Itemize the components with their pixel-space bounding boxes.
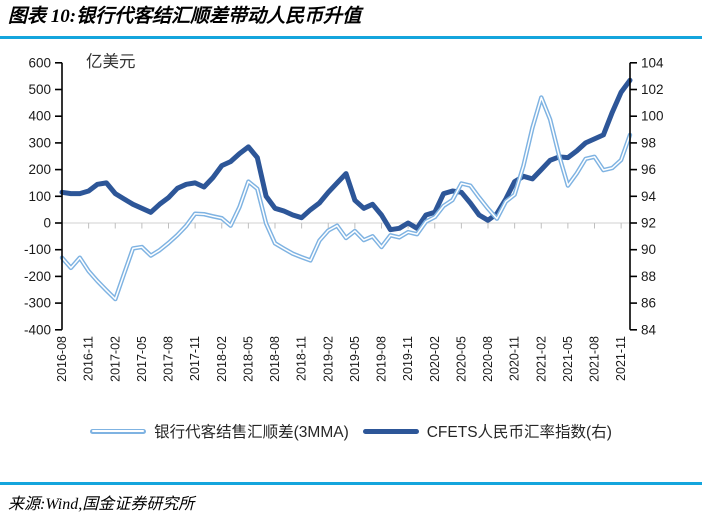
right-axis-tick-label: 98 (641, 135, 656, 150)
legend-label-surplus: 银行代客结售汇顺差(3MMA) (154, 424, 349, 441)
left-axis-tick-label: -100 (24, 242, 51, 257)
x-axis-tick-label: 2019-08 (375, 336, 389, 382)
x-axis-tick-label: 2016-08 (55, 336, 69, 382)
right-axis-tick-label: 104 (641, 55, 664, 70)
x-axis-tick-label: 2020-02 (428, 336, 442, 382)
settlement-surplus-line-core (61, 96, 631, 300)
right-axis-tick-label: 100 (641, 109, 664, 124)
left-axis-tick-label: -300 (24, 296, 51, 311)
line-chart: 600 500 400 300 200 100 0 -100 -200 -300 -400 104 10… (24, 52, 664, 382)
settlement-surplus-line (59, 95, 633, 302)
left-axis-tick-label: 100 (28, 189, 51, 204)
right-axis-tick-label: 88 (641, 269, 656, 284)
title-divider (0, 36, 702, 39)
dark-line-swatch-icon (362, 428, 419, 434)
legend-item-cfets: CFETS人民币汇率指数(右) (362, 420, 612, 442)
x-axis-tick-label: 2020-08 (481, 336, 495, 382)
x-axis-tick-label: 2017-02 (108, 336, 122, 382)
left-axis-tick-label: 600 (28, 55, 51, 70)
x-axis-tick-label: 2021-02 (534, 336, 548, 382)
left-axis-tick-label: 300 (28, 135, 51, 150)
footer-divider (0, 482, 702, 485)
x-axis-tick-label: 2020-05 (454, 336, 468, 382)
x-axis-tick-label: 2019-02 (321, 336, 335, 382)
right-axis-tick-label: 102 (641, 82, 664, 97)
x-axis-tick-label: 2020-11 (508, 336, 522, 381)
x-axis-tick-label: 2021-11 (614, 336, 628, 381)
right-axis-tick-label: 84 (641, 322, 657, 337)
x-axis-tick-label: 2017-08 (162, 336, 176, 382)
light-line-swatch-icon (90, 428, 147, 434)
right-axis-tick-label: 92 (641, 216, 656, 231)
x-axis-tick-label: 2018-08 (268, 336, 282, 382)
legend-label-cfets: CFETS人民币汇率指数(右) (426, 424, 612, 441)
x-axis-tick-label: 2017-05 (135, 336, 149, 382)
left-axis-tick-label: -200 (24, 269, 51, 284)
right-axis-tick-label: 86 (641, 296, 656, 311)
right-axis-tick-label: 90 (641, 242, 656, 257)
right-axis-tick-label: 94 (641, 189, 657, 204)
left-axis-tick-label: 400 (28, 109, 51, 124)
left-axis-tick-label: 200 (28, 162, 51, 177)
right-axis-tick-label: 96 (641, 162, 656, 177)
x-axis-tick-label: 2021-08 (588, 336, 602, 382)
x-axis-tick-label: 2021-05 (561, 336, 575, 382)
x-axis-tick-label: 2017-11 (188, 336, 202, 381)
figure-title: 图表 10:银行代客结汇顺差带动人民币升值 (8, 6, 362, 27)
chart-legend: 银行代客结售汇顺差(3MMA) CFETS人民币汇率指数(右) (0, 420, 702, 442)
x-axis-tick-label: 2018-02 (215, 336, 229, 382)
cfets-index-line (59, 77, 633, 233)
left-axis-tick-label: -400 (24, 322, 51, 337)
left-axis-tick-label: 0 (43, 216, 51, 231)
x-axis-tick-label: 2018-11 (295, 336, 309, 381)
x-axis-tick-label: 2019-05 (348, 336, 362, 382)
x-axis-tick-label: 2019-11 (401, 336, 415, 381)
left-axis-tick-label: 500 (28, 82, 51, 97)
legend-item-surplus: 银行代客结售汇顺差(3MMA) (90, 420, 349, 442)
x-axis-tick-label: 2018-05 (241, 336, 255, 382)
source-note: 来源:Wind,国金证券研究所 (8, 496, 195, 513)
x-axis-tick-label: 2016-11 (82, 336, 96, 381)
axis-unit-label: 亿美元 (86, 52, 136, 71)
